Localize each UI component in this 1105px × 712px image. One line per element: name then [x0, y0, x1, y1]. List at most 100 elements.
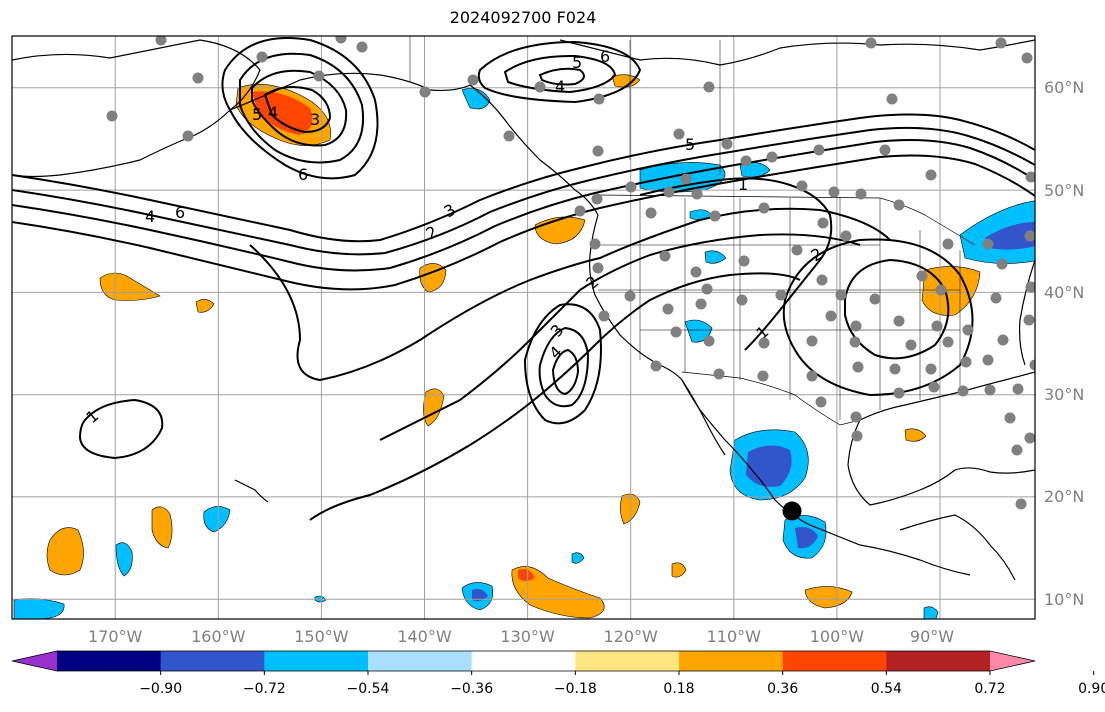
colorbar-segment: [160, 651, 265, 671]
colorbar-segment: [886, 651, 991, 671]
colorbar-tick-label: −0.72: [243, 681, 286, 697]
anomaly-gulf-of-alaska-blue: [461, 88, 491, 110]
lon-label: 100°W: [810, 627, 865, 646]
anomaly-misc-blue-2: [923, 606, 939, 619]
anomaly-west-pacific-blue-2: [203, 506, 231, 533]
contour-label: 6: [600, 47, 610, 66]
coastlines: [12, 39, 1035, 581]
lon-label: 160°W: [191, 627, 246, 646]
colorbar-tick-label: 0.54: [871, 681, 902, 697]
east-coast: [1018, 259, 1035, 366]
contour-label: 1: [738, 175, 748, 194]
central-america: [899, 514, 1016, 581]
anomaly-west-us-blue: [684, 319, 713, 343]
graticule: [12, 36, 1035, 619]
contour-jet-3: [12, 139, 1035, 272]
contour-trough-3: [309, 272, 801, 521]
contour-north-low-outer: [477, 40, 642, 104]
colorbar-tick-label: 0.72: [974, 681, 1005, 697]
colorbar-segment: [575, 651, 680, 671]
lon-label: 150°W: [294, 627, 349, 646]
lon-label: 110°W: [707, 627, 762, 646]
baja-peninsula: [681, 379, 726, 456]
contour-1-west: [78, 398, 164, 460]
anomaly-west-pacific-orange-1: [46, 527, 84, 576]
anomaly-west-pacific-blue-3: [13, 598, 65, 619]
contour-alaska-low-4: [263, 85, 332, 134]
colorbar-segment: [679, 651, 784, 671]
hawaii: [234, 479, 269, 503]
colorbar-extend-high: [990, 651, 1035, 671]
contour-jet-2: [12, 126, 1035, 256]
anomaly-mexico-dark-2: [795, 527, 818, 549]
lat-label: 30°N: [1044, 385, 1084, 404]
contour-midwest-low-inner: [844, 258, 950, 360]
map-background: [12, 36, 1035, 619]
contour-jet-4: [12, 154, 1035, 291]
contour-trough-2: [379, 233, 861, 441]
contour-label: 5: [685, 135, 695, 154]
anomaly-south-orange-3: [671, 562, 687, 578]
colorbar-segment: [368, 651, 473, 671]
us-mexico-border: [681, 371, 861, 426]
alaska-coast: [12, 39, 261, 178]
contour-1-us: [639, 177, 833, 351]
contour-alaska-low-2: [239, 52, 364, 164]
anomaly-great-lakes-dark: [985, 222, 1035, 250]
map-title: 2024092700 F024: [449, 8, 597, 27]
anomaly-pacific-orange-4: [195, 299, 215, 313]
colorbar-tick-label: 0.90: [1078, 681, 1105, 697]
contour-jet-1: [12, 113, 1035, 243]
contour-alaska-low-3: [251, 69, 348, 147]
colorbar-segment: [57, 651, 162, 671]
colorbar-tick-label: −0.90: [139, 681, 182, 697]
lon-label: 170°W: [88, 627, 143, 646]
station-dots: [106, 36, 1035, 510]
colorbar-tick-label: −0.54: [347, 681, 390, 697]
colorbar-tick-label: −0.36: [450, 681, 493, 697]
colorbar-segment: [471, 651, 576, 671]
colorbar-extend-low: [12, 651, 57, 671]
anomaly-south-orange-2: [804, 586, 853, 609]
contour-offshore-low-inner: [538, 326, 590, 408]
anomaly-colorado-blue: [704, 250, 727, 264]
contour-label: 5: [572, 53, 582, 72]
colorbar-tick-label: 0.36: [767, 681, 798, 697]
contour-trough-1: [249, 207, 891, 382]
yucatan: [954, 467, 1035, 474]
lat-label: 60°N: [1044, 78, 1084, 97]
anomaly-north-canada-orange: [611, 74, 641, 88]
anomaly-misc-blue-1: [571, 552, 585, 564]
anomaly-south-dark-1: [472, 588, 488, 602]
us-canada-border: [597, 194, 976, 246]
longitude-labels: 170°W 160°W 150°W 140°W 130°W 120°W 110°…: [88, 627, 954, 646]
lon-label: 90°W: [910, 627, 954, 646]
gulf-mexico-west: [847, 419, 956, 506]
colorbar-segment: [782, 651, 887, 671]
lat-label: 50°N: [1044, 181, 1084, 200]
contour-lines: [12, 37, 1035, 521]
lat-label: 10°N: [1044, 590, 1084, 609]
anomaly-south-red-1: [518, 569, 535, 581]
lon-label: 130°W: [500, 627, 555, 646]
colorbar-segment: [264, 651, 369, 671]
anomaly-pacific-orange-2: [419, 263, 447, 293]
contour-label: 4: [268, 103, 278, 122]
anomaly-texas-orange: [904, 428, 927, 442]
map-frame: [11, 35, 1036, 620]
state-borders: [409, 36, 961, 420]
lat-label: 40°N: [1044, 283, 1084, 302]
contour-label: 6: [175, 203, 185, 222]
contour-offshore-low-outer: [523, 303, 602, 425]
contour-midwest-low-outer: [782, 238, 974, 397]
baja-mexico-coast: [681, 379, 971, 576]
colorbar: −0.90 −0.72 −0.54 −0.36 −0.18 0.18 0.36 0.54 0.7…: [11, 650, 1105, 697]
lon-label: 140°W: [397, 627, 452, 646]
colorbar-outline: [11, 650, 1036, 672]
anomaly-west-pacific-blue-1: [115, 542, 133, 577]
contour-label: 5: [252, 105, 262, 124]
latitude-labels: 60°N 50°N 40°N 30°N 20°N 10°N: [1044, 78, 1084, 609]
contour-alaska-low-outer: [221, 37, 379, 180]
location-marker: [782, 501, 802, 521]
